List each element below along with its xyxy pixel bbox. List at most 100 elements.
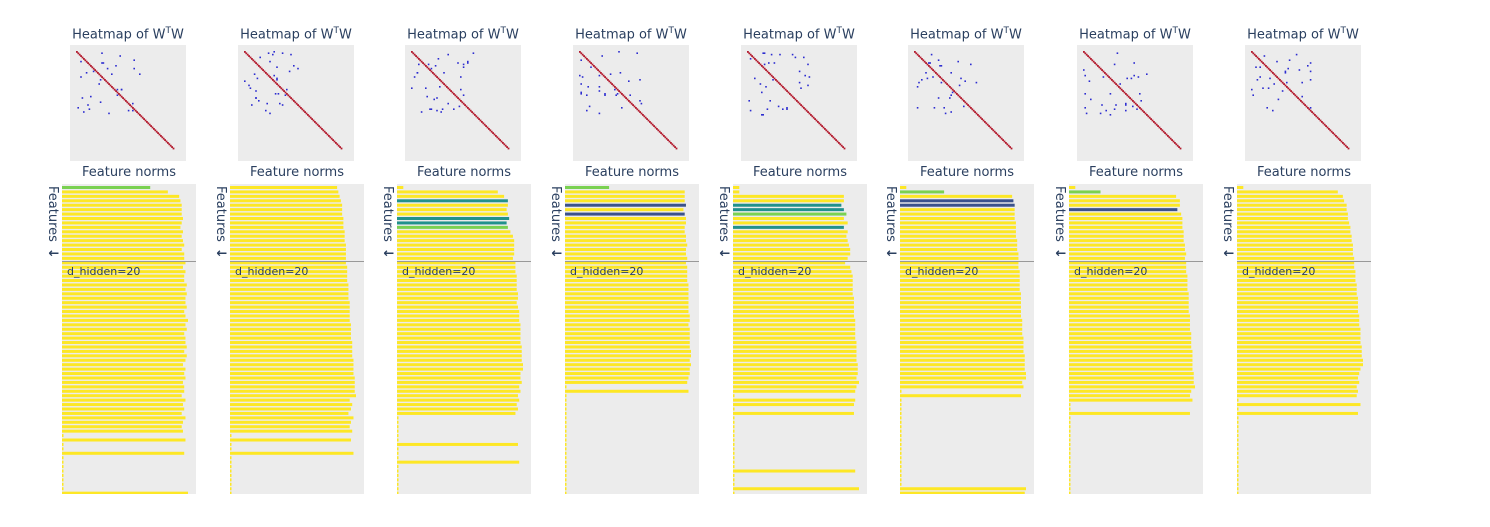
feature-norm-bar	[1237, 332, 1361, 336]
feature-norm-bar	[1069, 274, 1188, 278]
heatmap-offdiagonal-cell	[975, 81, 978, 84]
heatmap-offdiagonal-cell	[579, 74, 581, 77]
heatmap-diagonal-cell	[762, 66, 765, 69]
heatmap-diagonal-cell	[674, 146, 676, 148]
feature-norm-bar	[397, 403, 517, 407]
heatmap-diagonal-cell	[1112, 80, 1115, 83]
heatmap-offdiagonal-cell	[925, 72, 927, 74]
heatmap-diagonal-cell	[269, 76, 271, 78]
feature-norm-bar	[565, 221, 686, 225]
heatmap-offdiagonal-cell	[1252, 94, 1254, 96]
feature-norm-bar	[900, 283, 1020, 287]
feature-norm-bar	[230, 234, 345, 238]
feature-norm-bar	[565, 279, 688, 283]
heatmap-diagonal-cell	[479, 119, 482, 122]
feature-norm-bar	[62, 407, 185, 411]
heatmap-offdiagonal-cell	[462, 63, 465, 66]
feature-norm-bar	[62, 265, 183, 269]
heatmap-diagonal-cell	[1102, 70, 1105, 73]
d-hidden-line	[62, 261, 196, 262]
feature-norm-bar	[1069, 265, 1187, 269]
heatmap-diagonal-cell	[993, 130, 996, 133]
feature-norm-bar	[565, 389, 689, 393]
feature-norm-bar	[62, 248, 182, 252]
heatmap-diagonal-cell	[747, 51, 749, 53]
heatmap-diagonal-cell	[968, 105, 971, 108]
heatmap-diagonal-cell	[783, 87, 786, 90]
heatmap-diagonal-cell	[1280, 80, 1283, 83]
feature-norm-bar	[733, 478, 735, 482]
heatmap-diagonal-cell	[947, 84, 950, 87]
feature-norm-bar	[1237, 292, 1357, 296]
heatmap-offdiagonal-cell	[590, 66, 592, 68]
heatmap-diagonal-cell	[1314, 114, 1316, 116]
heatmap-diagonal-cell	[626, 98, 629, 101]
heatmap-diagonal-cell	[1288, 88, 1291, 91]
heatmap-offdiagonal-cell	[447, 102, 449, 105]
heatmap-diagonal-cell	[992, 129, 995, 132]
heatmap-offdiagonal-cell	[777, 105, 780, 108]
heatmap-title: Heatmap of WTW	[547, 26, 715, 42]
feature-norm-bar	[230, 279, 348, 283]
heatmap-offdiagonal-cell	[766, 108, 769, 110]
feature-norm-bar	[1069, 434, 1071, 438]
heatmap-diagonal-cell	[99, 74, 102, 77]
feature-norms-panel	[1237, 184, 1371, 494]
heatmap-offdiagonal-cell	[276, 77, 278, 80]
feature-norm-bar	[900, 314, 1021, 318]
feature-norm-bar	[565, 203, 686, 207]
feature-norm-bar	[565, 318, 690, 322]
feature-norm-bar	[1069, 336, 1192, 340]
heatmap-diagonal-cell	[337, 144, 340, 147]
heatmap-diagonal-cell	[155, 130, 158, 133]
feature-norm-bar	[900, 394, 1021, 398]
feature-norm-bar	[397, 336, 521, 340]
heatmap-offdiagonal-cell	[803, 56, 805, 59]
heatmap-offdiagonal-cell	[1288, 59, 1291, 61]
heatmap-diagonal-cell	[595, 67, 598, 70]
feature-norm-bar	[1237, 376, 1358, 380]
feature-norm-bar	[733, 345, 857, 349]
heatmap-diagonal-cell	[465, 105, 468, 108]
feature-norm-bar	[733, 429, 735, 433]
heatmap-title-suffix: W	[674, 27, 687, 43]
heatmap-diagonal-cell	[106, 81, 109, 84]
heatmap-offdiagonal-cell	[1113, 63, 1116, 66]
feature-norm-bar	[1237, 243, 1353, 247]
heatmap-diagonal-cell	[584, 56, 587, 59]
feature-norm-bar	[565, 230, 685, 234]
feature-norm-bar	[1069, 345, 1192, 349]
feature-norm-bar	[230, 203, 343, 207]
feature-norm-bar	[230, 194, 340, 198]
feature-norm-bar	[230, 261, 346, 265]
heatmap-diagonal-cell	[761, 65, 763, 67]
feature-norm-bar	[230, 394, 356, 398]
heatmap-diagonal-cell	[766, 70, 769, 73]
heatmap-diagonal-cell	[954, 91, 957, 94]
heatmap-diagonal-cell	[1277, 77, 1280, 80]
feature-norm-bar	[397, 416, 399, 420]
heatmap-diagonal-cell	[1101, 69, 1103, 71]
heatmap-offdiagonal-cell	[614, 88, 616, 91]
feature-norm-bar	[1069, 372, 1194, 376]
feature-norm-bar	[397, 256, 513, 260]
heatmap-diagonal-cell	[1265, 65, 1267, 67]
heatmap-offdiagonal-cell	[1263, 55, 1266, 57]
heatmap-diagonal-cell	[817, 121, 819, 123]
feature-norm-bar	[1237, 239, 1352, 243]
feature-norm-bar	[565, 434, 567, 438]
heatmap-offdiagonal-cell	[293, 65, 295, 67]
heatmap-diagonal-cell	[800, 104, 802, 106]
feature-norm-bar	[62, 385, 185, 389]
down-arrow-icon: ↓	[1052, 247, 1067, 259]
heatmap-diagonal-cell	[1267, 67, 1270, 70]
heatmap-diagonal-cell	[946, 83, 948, 85]
heatmap-offdiagonal-cell	[1276, 60, 1278, 63]
heatmap-diagonal-cell	[971, 108, 974, 111]
heatmap-diagonal-cell	[991, 128, 993, 130]
heatmap-diagonal-cell	[1091, 59, 1094, 62]
heatmap-offdiagonal-cell	[759, 83, 762, 85]
heatmap-diagonal-cell	[972, 109, 975, 112]
feature-norm-bar	[1069, 310, 1189, 314]
feature-norm-bar	[565, 354, 691, 358]
